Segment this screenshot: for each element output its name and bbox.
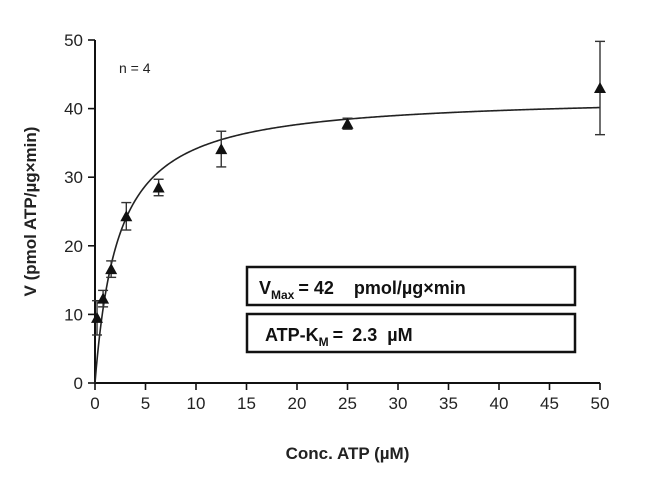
- y-tick-label: 20: [64, 237, 83, 256]
- y-tick-label: 30: [64, 168, 83, 187]
- vmax-text: VMax = 42 pmol/µg×min: [259, 278, 466, 302]
- data-point-triangle: [152, 181, 165, 193]
- y-tick-label: 50: [64, 31, 83, 50]
- km-text: ATP-KM = 2.3 µM: [265, 325, 413, 349]
- x-tick-label: 20: [288, 394, 307, 413]
- y-tick-label: 0: [74, 374, 83, 393]
- x-tick-label: 15: [237, 394, 256, 413]
- km-box-frame: [245, 312, 577, 354]
- data-point-triangle: [120, 210, 133, 222]
- sample-size-annotation: n = 4: [119, 60, 151, 76]
- y-tick-label: 10: [64, 305, 83, 324]
- x-tick-label: 30: [389, 394, 408, 413]
- data-point-triangle: [594, 82, 606, 94]
- km-value: 2.3: [352, 325, 377, 345]
- x-tick-label: 10: [187, 394, 206, 413]
- km-equals: =: [333, 325, 349, 345]
- vmax-unit: pmol/µg×min: [354, 278, 466, 298]
- km-result-box: ATP-KM = 2.3 µM: [245, 312, 577, 354]
- data-point-triangle: [105, 263, 118, 275]
- data-point-triangle: [97, 292, 110, 304]
- y-tick-label: 40: [64, 100, 83, 119]
- vmax-result-box: VMax = 42 pmol/µg×min: [245, 265, 577, 307]
- x-tick-label: 0: [90, 394, 99, 413]
- km-unit: µM: [387, 325, 412, 345]
- km-prefix: ATP-K: [265, 325, 319, 345]
- x-tick-label: 5: [141, 394, 150, 413]
- y-axis-title: V (pmol ATP/µg×min): [21, 127, 40, 297]
- vmax-subscript: Max: [271, 288, 295, 302]
- y-ticks: 0 10 20 30 40 50: [64, 31, 95, 393]
- km-subscript: M: [319, 335, 329, 349]
- vmax-equals: = 42: [298, 278, 334, 298]
- vmax-symbol: V: [259, 278, 271, 298]
- x-tick-label: 45: [540, 394, 559, 413]
- x-tick-label: 40: [490, 394, 509, 413]
- x-ticks: 0 5 10 15 20 25 30 35 40 45 50: [90, 383, 609, 413]
- data-point-triangle: [91, 311, 104, 323]
- data-point-triangle: [341, 117, 354, 129]
- data-point-triangle: [215, 143, 228, 155]
- x-axis-title: Conc. ATP (µM): [286, 444, 410, 463]
- x-tick-label: 50: [591, 394, 610, 413]
- x-tick-label: 25: [338, 394, 357, 413]
- data-markers: [91, 82, 606, 323]
- vmax-box-frame: [245, 265, 577, 307]
- x-tick-label: 35: [439, 394, 458, 413]
